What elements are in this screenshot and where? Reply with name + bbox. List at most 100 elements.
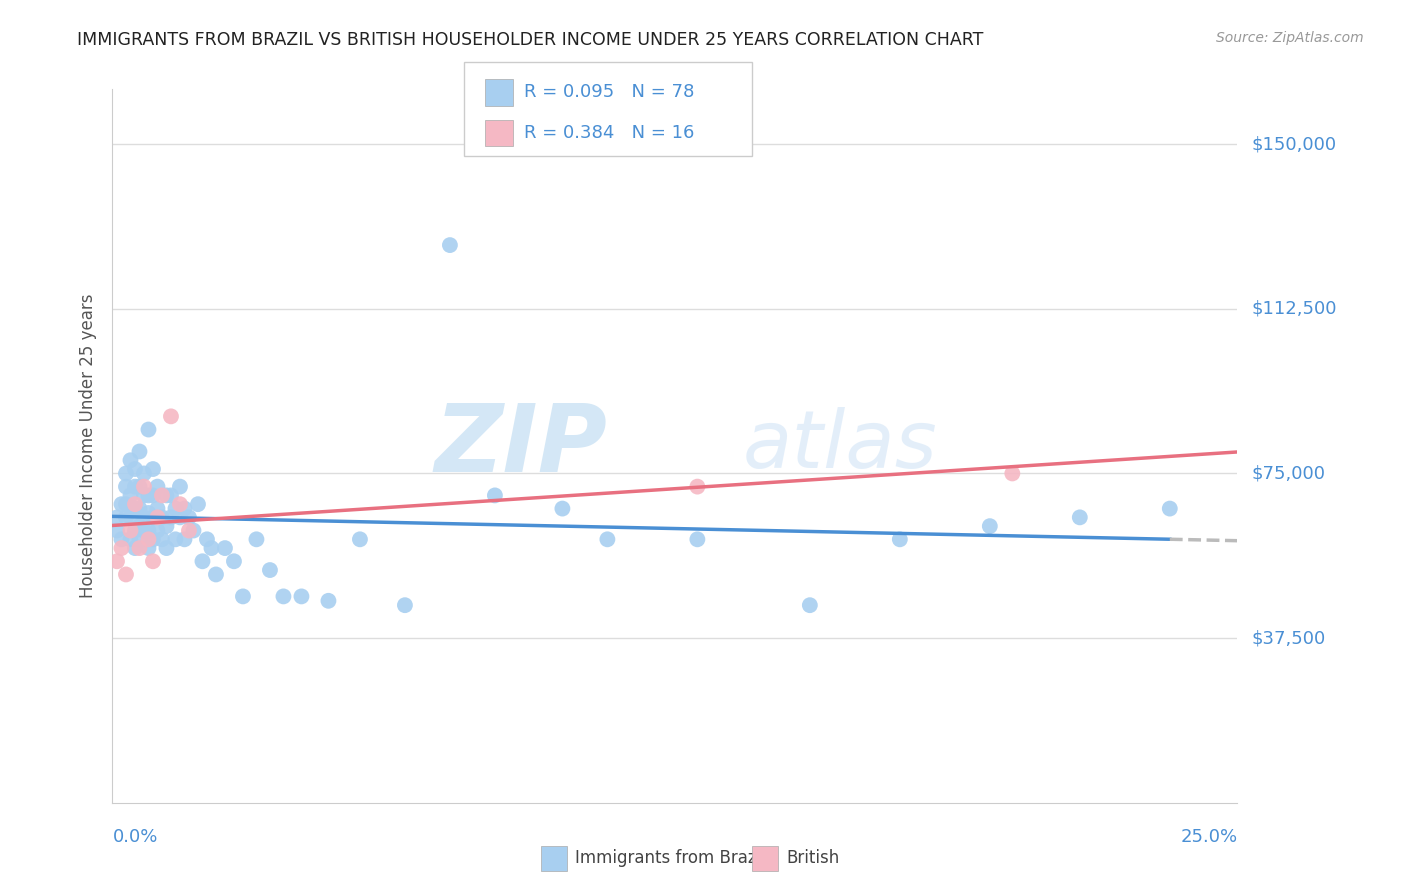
Point xyxy=(124,462,146,476)
Point xyxy=(146,510,169,524)
Point xyxy=(165,501,187,516)
Text: $37,500: $37,500 xyxy=(1251,629,1326,647)
Point xyxy=(232,590,254,604)
Point xyxy=(195,533,218,547)
Point xyxy=(138,533,160,547)
Point xyxy=(1069,510,1091,524)
Point xyxy=(596,533,619,547)
Point xyxy=(128,533,150,547)
Point xyxy=(160,510,183,524)
Point xyxy=(128,541,150,555)
Point xyxy=(132,510,155,524)
Point xyxy=(128,444,150,458)
Point xyxy=(142,488,165,502)
Point xyxy=(142,510,165,524)
Text: IMMIGRANTS FROM BRAZIL VS BRITISH HOUSEHOLDER INCOME UNDER 25 YEARS CORRELATION : IMMIGRANTS FROM BRAZIL VS BRITISH HOUSEH… xyxy=(77,31,984,49)
Point xyxy=(120,533,142,547)
Point xyxy=(115,497,138,511)
Point xyxy=(150,488,173,502)
Point xyxy=(120,524,142,538)
Point xyxy=(686,533,709,547)
Point xyxy=(169,510,191,524)
Point xyxy=(290,590,312,604)
Point xyxy=(799,598,821,612)
Point xyxy=(115,510,138,524)
Point xyxy=(155,488,177,502)
Point xyxy=(177,524,200,538)
Point xyxy=(120,488,142,502)
Point xyxy=(132,488,155,502)
Point xyxy=(124,501,146,516)
Point xyxy=(214,541,236,555)
Point xyxy=(160,488,183,502)
Point xyxy=(110,541,132,555)
Point xyxy=(124,497,146,511)
Point xyxy=(169,480,191,494)
Point xyxy=(889,533,911,547)
Point xyxy=(138,524,160,538)
Text: R = 0.384   N = 16: R = 0.384 N = 16 xyxy=(524,124,695,142)
Point xyxy=(173,501,195,516)
Point xyxy=(183,524,205,538)
Text: $75,000: $75,000 xyxy=(1251,465,1326,483)
Point xyxy=(222,554,245,568)
Text: R = 0.095   N = 78: R = 0.095 N = 78 xyxy=(524,83,695,102)
Point xyxy=(200,541,222,555)
Point xyxy=(138,506,160,520)
Point xyxy=(177,510,200,524)
Point xyxy=(349,533,371,547)
Point xyxy=(205,567,228,582)
Point xyxy=(394,598,416,612)
Point xyxy=(132,524,155,538)
Point xyxy=(150,533,173,547)
Point xyxy=(115,467,138,481)
Point xyxy=(124,480,146,494)
Point xyxy=(146,524,169,538)
Point xyxy=(551,501,574,516)
Point xyxy=(120,453,142,467)
Point xyxy=(1001,467,1024,481)
Point xyxy=(142,533,165,547)
Point xyxy=(142,554,165,568)
Point xyxy=(115,567,138,582)
Point xyxy=(150,510,173,524)
Point xyxy=(165,533,187,547)
Point xyxy=(484,488,506,502)
Point xyxy=(138,488,160,502)
Text: Source: ZipAtlas.com: Source: ZipAtlas.com xyxy=(1216,31,1364,45)
Point xyxy=(979,519,1001,533)
Text: $150,000: $150,000 xyxy=(1251,135,1336,153)
Point xyxy=(138,541,160,555)
Point xyxy=(173,533,195,547)
Point xyxy=(155,541,177,555)
Point xyxy=(146,501,169,516)
Text: Immigrants from Brazil: Immigrants from Brazil xyxy=(575,849,766,867)
Point xyxy=(105,554,128,568)
Point xyxy=(1159,501,1181,516)
Point xyxy=(132,480,155,494)
Point xyxy=(128,480,150,494)
Point xyxy=(124,524,146,538)
Text: $112,500: $112,500 xyxy=(1251,300,1337,318)
Point xyxy=(146,480,169,494)
Text: 0.0%: 0.0% xyxy=(112,828,157,846)
Point xyxy=(115,480,138,494)
Point xyxy=(318,594,340,608)
Text: ZIP: ZIP xyxy=(434,400,607,492)
Point xyxy=(686,480,709,494)
Point xyxy=(155,519,177,533)
Point xyxy=(128,501,150,516)
Point xyxy=(120,510,142,524)
Text: British: British xyxy=(786,849,839,867)
Point xyxy=(105,524,128,538)
Point xyxy=(169,497,191,511)
Point xyxy=(187,497,209,511)
Point xyxy=(142,462,165,476)
Point xyxy=(124,541,146,555)
Point xyxy=(138,423,160,437)
Point xyxy=(245,533,267,547)
Text: 25.0%: 25.0% xyxy=(1180,828,1237,846)
Point xyxy=(439,238,461,252)
Point xyxy=(259,563,281,577)
Point xyxy=(110,533,132,547)
